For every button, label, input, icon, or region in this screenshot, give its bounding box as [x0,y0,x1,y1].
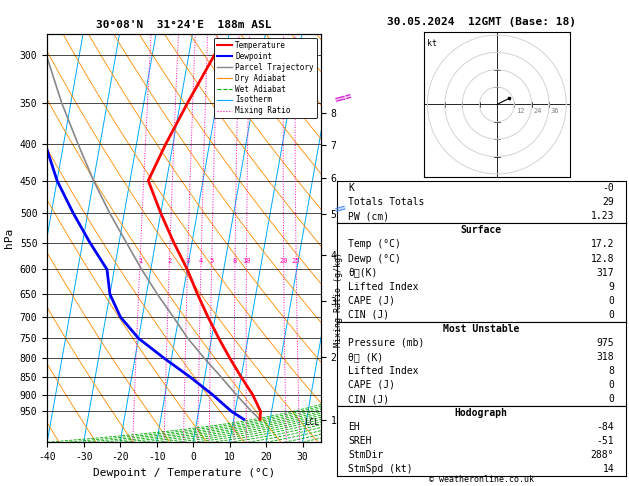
X-axis label: Dewpoint / Temperature (°C): Dewpoint / Temperature (°C) [93,468,275,478]
Text: StmSpd (kt): StmSpd (kt) [348,464,413,474]
Text: CIN (J): CIN (J) [348,394,389,404]
Text: CAPE (J): CAPE (J) [348,380,395,390]
Text: θᴇ (K): θᴇ (K) [348,352,383,362]
Text: 0: 0 [608,394,615,404]
Text: 0: 0 [608,380,615,390]
Text: 24: 24 [533,108,542,114]
Text: 3: 3 [186,258,190,264]
Text: Surface: Surface [460,226,502,235]
Text: -51: -51 [597,436,615,446]
Text: 12.8: 12.8 [591,254,615,263]
Text: 288°: 288° [591,450,615,460]
Text: 2: 2 [167,258,172,264]
Text: CIN (J): CIN (J) [348,310,389,320]
Text: 17.2: 17.2 [591,240,615,249]
Text: -84: -84 [597,422,615,432]
Text: Pressure (mb): Pressure (mb) [348,338,425,348]
Text: ≡≡≡: ≡≡≡ [333,91,353,105]
Text: 20: 20 [279,258,288,264]
Text: kt: kt [428,38,438,48]
Text: 8: 8 [608,366,615,376]
Text: 29: 29 [603,197,615,208]
Text: 8: 8 [233,258,237,264]
Text: CAPE (J): CAPE (J) [348,295,395,306]
Text: Mixing Ratio (g/kg): Mixing Ratio (g/kg) [334,252,343,347]
Text: 317: 317 [597,268,615,278]
Text: 975: 975 [597,338,615,348]
Text: 5: 5 [209,258,214,264]
Text: Temp (°C): Temp (°C) [348,240,401,249]
Text: ≡≡: ≡≡ [333,202,347,215]
Text: K: K [348,183,354,193]
Text: © weatheronline.co.uk: © weatheronline.co.uk [429,474,533,484]
Text: 1.23: 1.23 [591,211,615,222]
Text: StmDir: StmDir [348,450,383,460]
Text: 9: 9 [608,281,615,292]
Text: Lifted Index: Lifted Index [348,281,418,292]
Text: Lifted Index: Lifted Index [348,366,418,376]
Text: 0: 0 [608,310,615,320]
Y-axis label: hPa: hPa [4,228,14,248]
Text: 30.05.2024  12GMT (Base: 18): 30.05.2024 12GMT (Base: 18) [387,17,576,27]
Text: Totals Totals: Totals Totals [348,197,425,208]
Y-axis label: km
ASL: km ASL [342,229,364,247]
Text: 0: 0 [608,295,615,306]
Text: 14: 14 [603,464,615,474]
Text: 4: 4 [199,258,203,264]
Text: 12: 12 [516,108,525,114]
Text: 10: 10 [242,258,251,264]
Text: Most Unstable: Most Unstable [443,324,520,334]
Text: 25: 25 [292,258,301,264]
Text: 36: 36 [551,108,559,114]
Text: Hodograph: Hodograph [455,408,508,418]
Text: -0: -0 [603,183,615,193]
Legend: Temperature, Dewpoint, Parcel Trajectory, Dry Adiabat, Wet Adiabat, Isotherm, Mi: Temperature, Dewpoint, Parcel Trajectory… [214,38,317,119]
Text: SREH: SREH [348,436,372,446]
Text: Dewp (°C): Dewp (°C) [348,254,401,263]
Title: 30°08'N  31°24'E  188m ASL: 30°08'N 31°24'E 188m ASL [96,20,272,31]
Text: PW (cm): PW (cm) [348,211,389,222]
Text: LCL: LCL [304,418,319,427]
Text: 318: 318 [597,352,615,362]
Text: θᴇ(K): θᴇ(K) [348,268,377,278]
Text: 1: 1 [138,258,142,264]
Text: EH: EH [348,422,360,432]
